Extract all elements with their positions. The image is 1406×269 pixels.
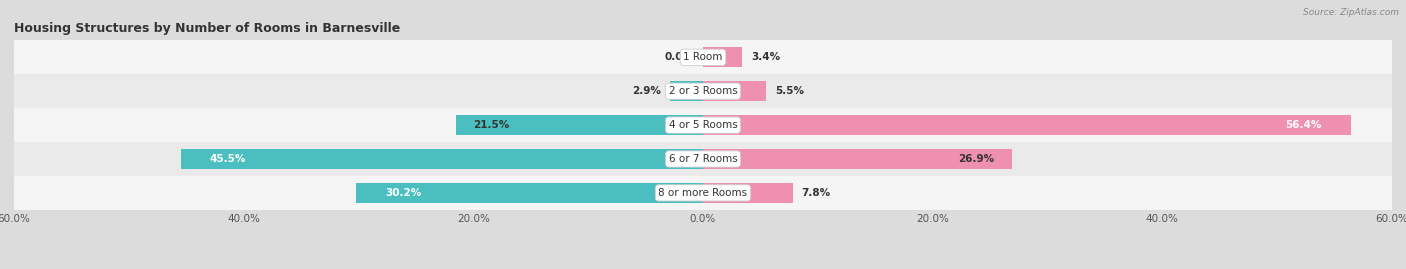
Bar: [703, 183, 793, 203]
Text: 7.8%: 7.8%: [801, 188, 831, 198]
Text: 5.5%: 5.5%: [775, 86, 804, 96]
Text: 56.4%: 56.4%: [1285, 120, 1322, 130]
Bar: [14, 108, 1392, 142]
Bar: [14, 142, 1392, 176]
Text: 3.4%: 3.4%: [751, 52, 780, 62]
Text: 45.5%: 45.5%: [209, 154, 246, 164]
Bar: [14, 40, 1392, 74]
Bar: [703, 149, 1012, 169]
Text: 21.5%: 21.5%: [474, 120, 509, 130]
Bar: [669, 81, 703, 101]
Bar: [356, 183, 703, 203]
Bar: [14, 74, 1392, 108]
Text: 6 or 7 Rooms: 6 or 7 Rooms: [669, 154, 737, 164]
Bar: [703, 47, 742, 68]
Bar: [456, 115, 703, 135]
Text: 8 or more Rooms: 8 or more Rooms: [658, 188, 748, 198]
Text: 0.0%: 0.0%: [665, 52, 693, 62]
Text: 2 or 3 Rooms: 2 or 3 Rooms: [669, 86, 737, 96]
Text: Housing Structures by Number of Rooms in Barnesville: Housing Structures by Number of Rooms in…: [14, 22, 401, 35]
Text: Source: ZipAtlas.com: Source: ZipAtlas.com: [1303, 8, 1399, 17]
Text: 30.2%: 30.2%: [385, 188, 422, 198]
Bar: [180, 149, 703, 169]
Text: 2.9%: 2.9%: [631, 86, 661, 96]
Bar: [703, 115, 1351, 135]
Bar: [14, 176, 1392, 210]
Bar: [703, 81, 766, 101]
Text: 1 Room: 1 Room: [683, 52, 723, 62]
Text: 26.9%: 26.9%: [959, 154, 994, 164]
Text: 4 or 5 Rooms: 4 or 5 Rooms: [669, 120, 737, 130]
